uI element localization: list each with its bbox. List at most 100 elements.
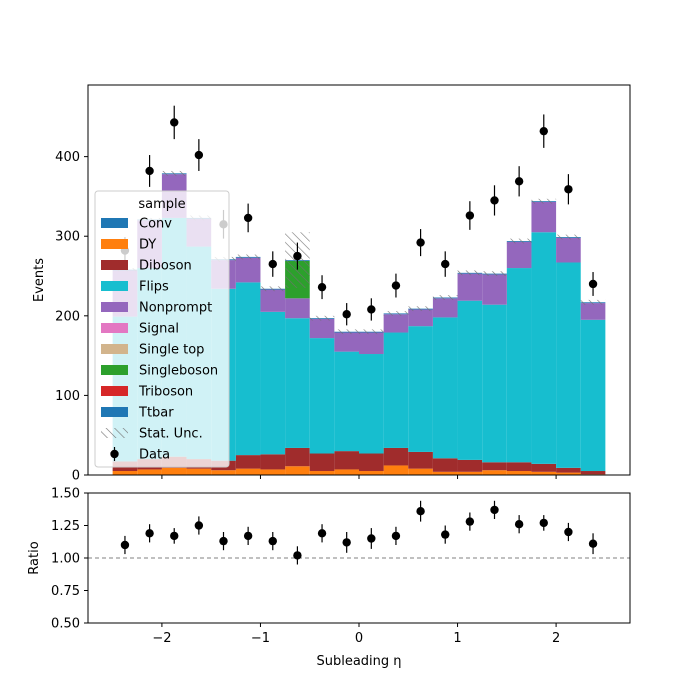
bar-nonprompt [506,241,532,269]
legend-handle-stat-unc [101,428,128,438]
legend-label: Singleboson [139,364,218,379]
bar-flips [309,338,335,454]
bar-nonprompt [285,298,310,319]
bar-dy [112,471,138,475]
data-point [539,126,548,136]
x-tick-label: 0 [355,631,363,646]
stat-unc-band [383,311,409,316]
bar-flips [482,304,507,463]
stat-unc-band [482,271,507,277]
ratio-point [194,521,204,530]
legend: sample Conv DY Diboson Flips Nonprompt Signal S… [94,190,230,468]
bar-diboson [556,467,581,473]
bar-diboson [285,447,310,467]
bar-dy [531,471,557,475]
data-point [342,310,351,319]
data-point [367,305,376,314]
legend-title: sample [138,197,185,212]
legend-swatch-triboson [101,386,128,396]
legend-swatch-flips [101,281,128,291]
bar-dy [334,469,359,475]
y-tick-label: 400 [55,150,80,165]
data-point [293,251,302,261]
stat-unc-band [580,299,606,305]
ratio-point [243,531,253,541]
ratio-y-tick-label: 1.25 [51,519,80,534]
ratio-y-tick-label: 1.00 [51,552,80,567]
ratio-point [367,534,376,543]
bar-diboson [235,455,261,469]
stat-unc-band [556,234,581,240]
bar-dy [260,469,286,475]
legend-swatch-signal [101,323,128,333]
bar-dy [383,465,409,475]
stat-unc-band [260,286,286,292]
bar-nonprompt [531,202,557,233]
bar-flips [285,318,310,448]
ratio-point [120,540,130,550]
bar-nonprompt [482,274,507,305]
ratio-point [564,527,573,537]
bar-diboson [531,463,557,472]
data-point [268,259,277,269]
stat-unc-band [309,315,335,321]
x-tick-label: −2 [152,631,171,646]
legend-label: Signal [139,322,179,337]
bar-nonprompt [457,273,483,301]
ratio-y-tick-label: 0.75 [51,584,80,599]
bar-flips [359,354,384,454]
data-point [170,118,179,127]
bar-flips [506,268,532,463]
bar-diboson [383,447,409,466]
ratio-point [391,531,401,541]
stat-unc-band [408,306,433,312]
bar-diboson [260,454,286,470]
stat-unc-band [359,329,384,335]
bar-flips [457,300,483,460]
legend-handle-data-marker [110,449,119,459]
legend-swatch-diboson [101,260,128,270]
data-point [564,185,573,194]
ratio-panel: 0.50 0.75 1.00 1.25 1.50 −2 −1 0 1 2 Ratio Subleadi… [27,487,631,669]
data-point [243,213,253,223]
bar-diboson [482,462,507,471]
bar-diboson [408,451,433,469]
legend-swatch-dy [101,239,128,249]
ratio-point [514,520,524,529]
x-tick-label: 2 [552,631,560,646]
ratio-point [293,551,302,560]
ratio-point [170,531,179,541]
legend-label: Data [139,448,170,463]
ratio-point [416,507,425,516]
stat-unc-band [457,270,483,276]
ratio-point [588,539,598,548]
stat-unc-band [506,238,532,244]
bar-flips [408,326,433,452]
bar-flips [556,262,581,468]
ratio-point [145,529,154,538]
bar-diboson [359,453,384,472]
bar-dy [309,471,335,475]
legend-label: Triboson [138,385,193,400]
legend-swatch-conv [101,218,128,228]
ratio-point [441,530,450,539]
data-point [145,166,154,176]
ratio-y-tick-label: 0.50 [51,617,80,632]
bar-nonprompt [383,314,409,333]
bar-nonprompt [408,309,433,327]
data-point [588,279,598,289]
stat-unc-band [235,254,261,260]
bar-dy [457,471,483,475]
legend-label: DY [139,238,156,253]
bar-nonprompt [432,298,458,318]
legend-label: Ttbar [138,406,174,421]
data-point [441,259,450,269]
bar-dy [137,469,162,475]
bar-nonprompt [309,319,335,339]
y-tick-label: 200 [55,309,80,324]
bar-diboson [334,451,359,470]
ratio-point [219,536,228,546]
bar-flips [531,232,557,464]
legend-swatch-singleboson [101,365,128,375]
y-tick-label: 300 [55,230,80,245]
